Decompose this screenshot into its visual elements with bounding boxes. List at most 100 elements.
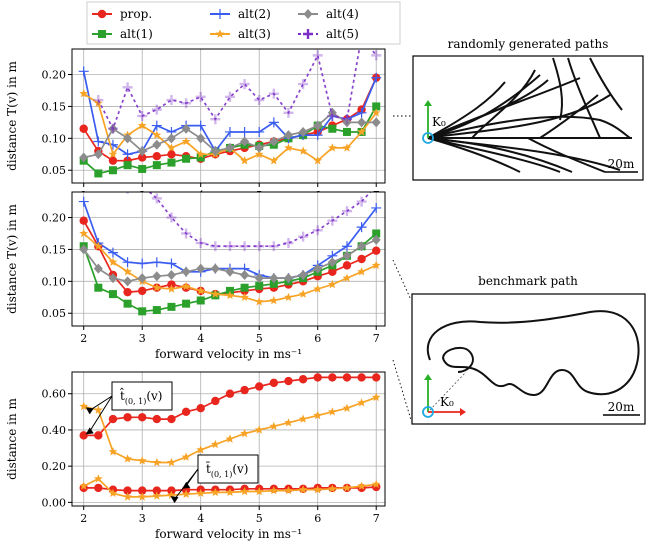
data-point-alt3 (313, 284, 323, 293)
data-point-alt2 (254, 126, 265, 137)
data-point-alt5 (224, 241, 235, 252)
annotation-label: t̄(0, 1)(v) (206, 460, 249, 479)
data-point-alt1 (182, 299, 191, 308)
data-point-prop (284, 376, 293, 386)
legend-item-prop: prop. (92, 7, 152, 21)
data-point-alt4 (210, 146, 220, 157)
data-point-alt5 (224, 91, 235, 102)
chart-middle: 2 3 4 5 6 7 0.05 0.10 0.15 0.20 distance T(v) in m… (5, 191, 386, 361)
data-point-alt4 (196, 263, 206, 274)
data-point-alt2 (122, 257, 133, 268)
data-point-alt2 (195, 120, 206, 131)
data-point-alt1 (328, 124, 337, 133)
data-point-prop (108, 156, 118, 165)
data-point-alt4 (93, 149, 103, 160)
plot-frame (71, 191, 386, 327)
data-point-alt3 (79, 401, 89, 411)
data-point-alt4 (371, 117, 381, 128)
legend-marker-alt2 (215, 9, 225, 19)
legend-item-alt4: alt(4) (298, 7, 359, 21)
data-point-alt1 (123, 161, 132, 170)
data-point-alt3 (123, 267, 132, 276)
legend: prop. alt(1) alt(2) alt(3) alt(4) alt(5) (86, 1, 401, 45)
data-point-alt5 (356, 196, 367, 207)
annotation-box (111, 381, 173, 411)
data-point-alt4 (181, 266, 191, 277)
data-point-prop (342, 261, 352, 270)
legend-item-alt1: alt(1) (92, 27, 153, 41)
data-point-alt3 (357, 127, 366, 136)
data-point-alt3 (196, 286, 206, 295)
series-line-alt5 (148, 192, 372, 248)
data-point-alt4 (371, 234, 381, 245)
data-point-alt3 (269, 295, 279, 305)
annotation-arrow (89, 395, 113, 411)
data-point-alt3 (342, 273, 352, 282)
data-point-alt3 (240, 292, 249, 301)
data-point-alt3 (181, 281, 191, 291)
data-point-alt5 (181, 228, 192, 239)
legend-marker-alt1 (98, 30, 106, 38)
data-point-prop (196, 404, 205, 413)
annotation-box (197, 454, 259, 484)
data-point-alt3 (211, 289, 220, 298)
data-point-alt3 (284, 418, 293, 427)
data-point-alt3 (225, 290, 235, 300)
data-point-alt1 (108, 290, 117, 299)
data-point-prop (123, 287, 132, 297)
data-point-prop (79, 431, 88, 440)
x-tick-label: 7 (373, 512, 380, 525)
scale-label: 20m (608, 157, 635, 171)
data-point-alt1 (94, 283, 103, 292)
data-point-alt1 (342, 127, 351, 136)
data-point-alt5 (341, 206, 352, 217)
k0b-label: K₀ (440, 395, 454, 409)
data-point-alt2 (341, 241, 352, 252)
data-point-alt3 (108, 488, 118, 497)
y-tick-label: 0.10 (42, 275, 67, 288)
data-point-alt3 (108, 257, 118, 266)
data-point-alt4 (298, 269, 308, 280)
series-alt5 (93, 49, 382, 134)
data-point-alt5 (239, 241, 250, 252)
data-point-prop (79, 216, 88, 225)
data-point-prop (123, 486, 132, 495)
data-point-alt4 (298, 126, 308, 137)
data-point-alt1 (94, 169, 103, 178)
data-point-alt4 (254, 273, 264, 284)
annotation-label: t̂(0, 1)(v) (120, 386, 163, 406)
data-point-prop (211, 396, 220, 406)
data-point-alt4 (210, 263, 220, 274)
data-point-prop (328, 373, 337, 382)
data-point-prop (240, 385, 249, 395)
data-point-alt2 (312, 130, 323, 141)
data-point-alt3 (181, 136, 191, 146)
legend-label-alt5: alt(5) (326, 27, 359, 41)
data-point-alt3 (269, 421, 279, 430)
benchmark-track (427, 310, 640, 397)
data-point-alt4 (342, 117, 352, 128)
series-prop (79, 373, 381, 440)
data-point-alt2 (239, 126, 250, 137)
data-point-prop (152, 152, 162, 161)
data-point-alt3 (152, 491, 162, 500)
data-point-alt5 (298, 79, 309, 90)
data-point-alt1 (269, 279, 278, 288)
data-point-prop (138, 153, 147, 162)
data-point-alt3 (298, 289, 308, 298)
data-point-alt5 (268, 241, 279, 252)
data-point-alt3 (284, 143, 293, 152)
data-point-alt4 (166, 133, 176, 144)
data-point-alt5 (137, 111, 148, 121)
data-point-alt3 (298, 485, 308, 494)
data-point-alt2 (151, 120, 162, 131)
data-point-prop (357, 254, 366, 264)
annotation-arrowhead-icon (85, 427, 94, 435)
data-point-alt4 (152, 139, 162, 150)
data-point-alt5 (327, 215, 338, 226)
data-point-alt5 (107, 123, 118, 134)
legend-label-alt3: alt(3) (238, 27, 271, 41)
data-point-alt3 (211, 439, 220, 449)
data-point-alt4 (283, 130, 293, 141)
